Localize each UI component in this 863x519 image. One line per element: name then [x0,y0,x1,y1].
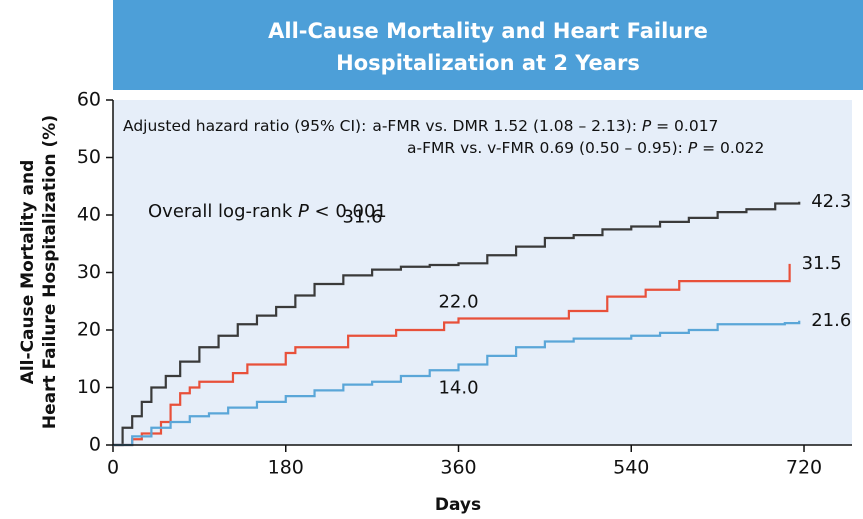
data-label: 31.6 [342,206,382,227]
x-tick-label: 720 [786,457,822,479]
data-label: 22.0 [438,292,478,313]
x-tick-label: 540 [613,457,649,479]
y-tick-label: 20 [77,319,101,341]
hazard-note: a-FMR vs. v-FMR 0.69 (0.50 – 0.95): P = … [407,139,764,157]
y-tick-label: 0 [89,434,101,456]
y-axis-title: Heart Failure Hospitalization (%) [40,115,60,429]
x-tick-label: 360 [440,457,476,479]
data-label: 42.3 [811,191,851,212]
data-label: 31.5 [802,253,842,274]
x-axis-title: Days [435,495,481,515]
hazard-note: Adjusted hazard ratio (95% CI): a-FMR vs.… [123,117,718,135]
y-tick-label: 60 [77,89,101,111]
y-tick-label: 10 [77,376,101,398]
survival-curve [113,320,801,447]
title-banner [113,0,863,90]
data-label: 14.0 [438,378,478,399]
logrank-note: Overall log-rank P < 0.001 [148,201,387,222]
chart-title: All-Cause Mortality and Heart Failure [268,19,708,43]
plot-background [113,100,852,445]
plot-area: 0 10 20 30 40 50 60 0 180 360 540 720 31.6 42.3 22.0 31… [77,89,852,479]
x-tick-label: 0 [107,457,119,479]
chart-title: Hospitalization at 2 Years [336,51,640,75]
y-tick-label: 40 [77,204,101,226]
survival-curve [113,201,801,447]
data-label: 21.6 [811,310,851,331]
survival-curve [113,263,791,447]
y-tick-label: 30 [77,261,101,283]
x-tick-label: 180 [268,457,304,479]
y-axis-title: All-Cause Mortality and [18,160,38,385]
y-tick-label: 50 [77,146,101,168]
